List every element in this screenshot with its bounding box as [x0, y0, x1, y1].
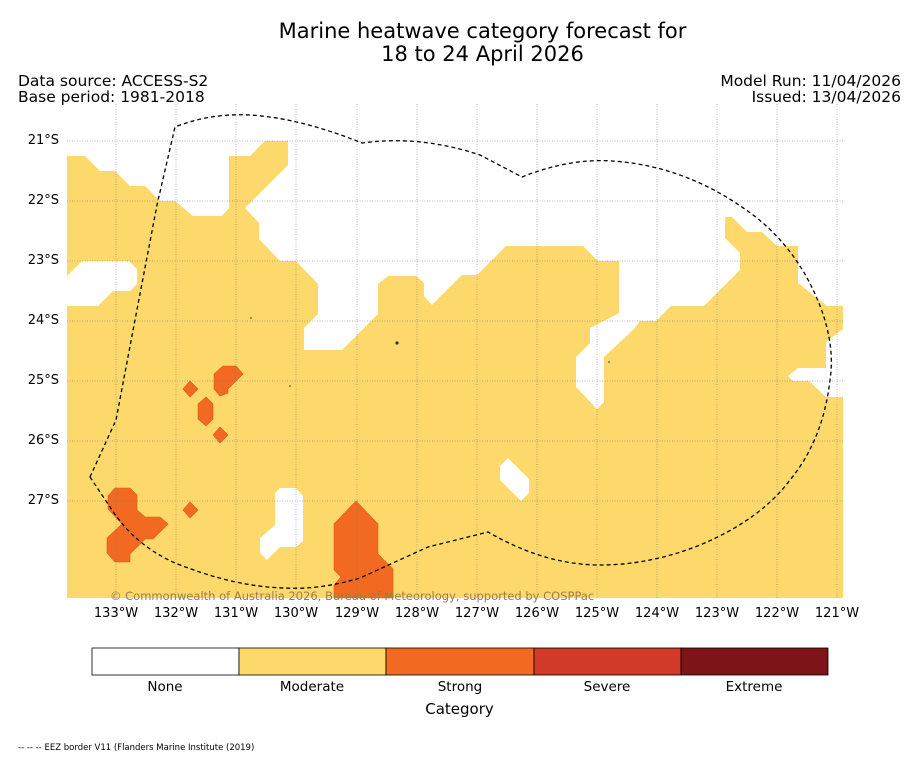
lon-label: 122°W: [754, 606, 800, 621]
moderate-region: [67, 141, 843, 598]
lon-label: 129°W: [334, 606, 380, 621]
lon-label: 133°W: [93, 606, 139, 621]
lat-label: 23°S: [27, 253, 59, 268]
lon-label: 124°W: [634, 606, 680, 621]
title-line-2: 18 to 24 April 2026: [381, 42, 584, 66]
eez-footnote: -- -- -- EEZ border V11 (Flanders Marine…: [18, 743, 255, 753]
island-marks: [250, 317, 610, 387]
lat-label: 25°S: [27, 373, 59, 388]
lon-label: 126°W: [514, 606, 560, 621]
none-patch: [260, 488, 303, 560]
lon-label: 127°W: [454, 606, 500, 621]
none-patch: [500, 458, 529, 501]
title-line-1: Marine heatwave category forecast for: [278, 19, 687, 43]
base-period: Base period: 1981-2018: [18, 88, 205, 106]
issued-date: Issued: 13/04/2026: [751, 88, 901, 106]
colorbar-label-severe: Severe: [583, 679, 631, 695]
data-source: Data source: ACCESS-S2: [18, 72, 209, 90]
lat-label: 26°S: [27, 433, 59, 448]
lat-label: 22°S: [27, 193, 59, 208]
eez-border: [89, 114, 832, 589]
lon-label: 123°W: [694, 606, 740, 621]
colorbar-label-extreme: Extreme: [725, 679, 783, 695]
lat-label: 21°S: [27, 133, 59, 148]
lon-label: 131°W: [213, 606, 259, 621]
lat-label: 24°S: [27, 313, 59, 328]
model-run: Model Run: 11/04/2026: [720, 72, 901, 90]
lon-label: 132°W: [153, 606, 199, 621]
lon-label: 130°W: [273, 606, 319, 621]
colorbar-label-strong: Strong: [437, 679, 483, 695]
colorbar-title: Category: [425, 700, 494, 718]
map-title: Marine heatwave category forecast for 18…: [0, 20, 919, 66]
source-info: Data source: ACCESS-S2 Base period: 1981…: [18, 73, 208, 105]
colorbar-label-moderate: Moderate: [279, 679, 345, 695]
copyright-notice: © Commonwealth of Australia 2026, Bureau…: [110, 589, 595, 603]
colorbar: [91, 647, 829, 676]
run-info: Model Run: 11/04/2026 Issued: 13/04/2026: [720, 73, 901, 105]
lon-label: 128°W: [394, 606, 440, 621]
lat-label: 27°S: [27, 493, 59, 508]
lon-label: 125°W: [574, 606, 620, 621]
colorbar-label-none: None: [147, 679, 183, 695]
graticule: [67, 104, 843, 598]
strong-patches: [106, 365, 394, 599]
lon-label: 121°W: [814, 606, 860, 621]
